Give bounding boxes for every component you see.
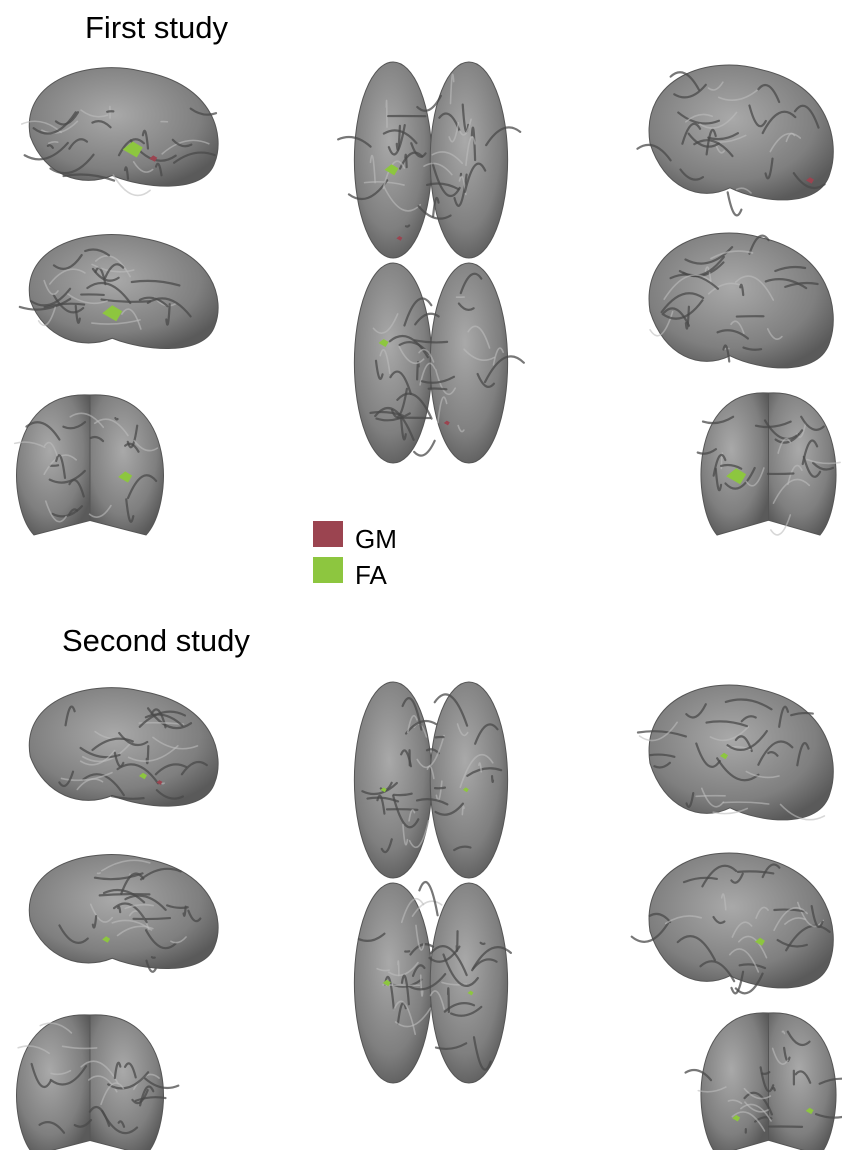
brain-view bbox=[637, 65, 833, 215]
brain-view bbox=[22, 68, 218, 196]
brain-view bbox=[354, 682, 507, 878]
sulcus bbox=[115, 418, 117, 419]
brain-view bbox=[649, 233, 833, 368]
sulcus bbox=[429, 389, 447, 390]
hemisphere bbox=[354, 263, 431, 463]
hemisphere bbox=[701, 1013, 768, 1150]
hemisphere bbox=[90, 1015, 163, 1150]
sulcus bbox=[728, 192, 742, 215]
brain-view bbox=[686, 1013, 842, 1150]
panel-title: First study bbox=[85, 10, 228, 45]
brain bbox=[29, 688, 218, 807]
brain-view bbox=[338, 62, 520, 258]
study-panel bbox=[15, 62, 840, 535]
brain-view bbox=[354, 263, 523, 463]
brain-view bbox=[17, 1015, 179, 1150]
sulcus bbox=[406, 225, 409, 226]
brain-view bbox=[29, 855, 218, 972]
brain bbox=[649, 65, 833, 200]
sulcus bbox=[414, 441, 435, 456]
hemisphere bbox=[701, 393, 768, 535]
sulcus bbox=[696, 796, 725, 797]
study-panel bbox=[17, 682, 842, 1150]
brain-view bbox=[15, 395, 164, 535]
legend: GM FA bbox=[313, 521, 397, 590]
hemisphere bbox=[354, 62, 431, 258]
sulcus bbox=[481, 943, 485, 944]
hemisphere bbox=[354, 883, 431, 1083]
brain bbox=[649, 233, 833, 368]
hemisphere bbox=[430, 682, 507, 878]
brain-view bbox=[698, 393, 840, 535]
brain-view bbox=[20, 235, 218, 349]
hemisphere bbox=[354, 682, 431, 878]
brain-view bbox=[29, 688, 218, 807]
hemisphere bbox=[430, 62, 507, 258]
legend-swatch bbox=[313, 557, 343, 583]
figure: First study Second study GM FA bbox=[0, 0, 842, 1150]
hemisphere bbox=[90, 395, 163, 535]
sulcus bbox=[419, 882, 437, 915]
brain-view bbox=[638, 685, 833, 820]
brain-view bbox=[354, 882, 510, 1083]
sulcus bbox=[107, 111, 113, 112]
sulcus bbox=[435, 788, 445, 789]
sulcus bbox=[492, 776, 493, 782]
sulcus bbox=[100, 894, 150, 895]
brain bbox=[29, 68, 218, 187]
sulcus bbox=[134, 918, 170, 919]
brain-view bbox=[632, 853, 834, 993]
panel-title: Second study bbox=[62, 623, 250, 658]
brain-renderings bbox=[15, 62, 842, 1150]
legend-label: FA bbox=[355, 560, 387, 590]
sulcus bbox=[398, 961, 399, 975]
legend-label: GM bbox=[355, 524, 397, 554]
hemisphere bbox=[430, 263, 507, 463]
brain bbox=[649, 685, 833, 820]
sulcus bbox=[386, 100, 387, 127]
legend-swatch bbox=[313, 521, 343, 547]
sulcus bbox=[152, 957, 155, 958]
